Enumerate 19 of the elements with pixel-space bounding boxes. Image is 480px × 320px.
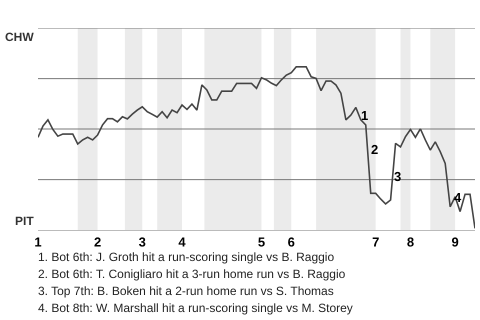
x-tick-label: 3	[138, 234, 146, 250]
x-tick-label: 5	[258, 234, 266, 250]
annotation: 1	[361, 108, 368, 123]
x-tick-label: 7	[372, 234, 380, 250]
annotation: 2	[371, 142, 378, 157]
x-tick-label: 4	[178, 234, 186, 250]
x-tick-label: 9	[452, 234, 459, 250]
x-tick-label: 2	[94, 234, 102, 250]
x-tick-label: 8	[406, 234, 414, 250]
text: 3. Top 7th: B. Boken hit a 2-run home run vs S. Thomas	[38, 284, 334, 298]
text: CHW	[5, 30, 34, 44]
text: 2. Bot 6th: T. Conigliaro hit a 3-run home run vs B. Raggio	[38, 267, 346, 281]
x-tick-label: 1	[34, 234, 42, 250]
text: 4. Bot 8th: W. Marshall hit a run-scoring single vs M. Storey	[38, 301, 353, 315]
text: PIT	[15, 214, 34, 228]
annotation: 3	[394, 169, 402, 184]
x-tick-label: 6	[288, 234, 295, 250]
text: 1. Bot 6th: J. Groth hit a run-scoring single vs B. Raggio	[38, 250, 334, 264]
annotation: 4	[454, 190, 462, 205]
